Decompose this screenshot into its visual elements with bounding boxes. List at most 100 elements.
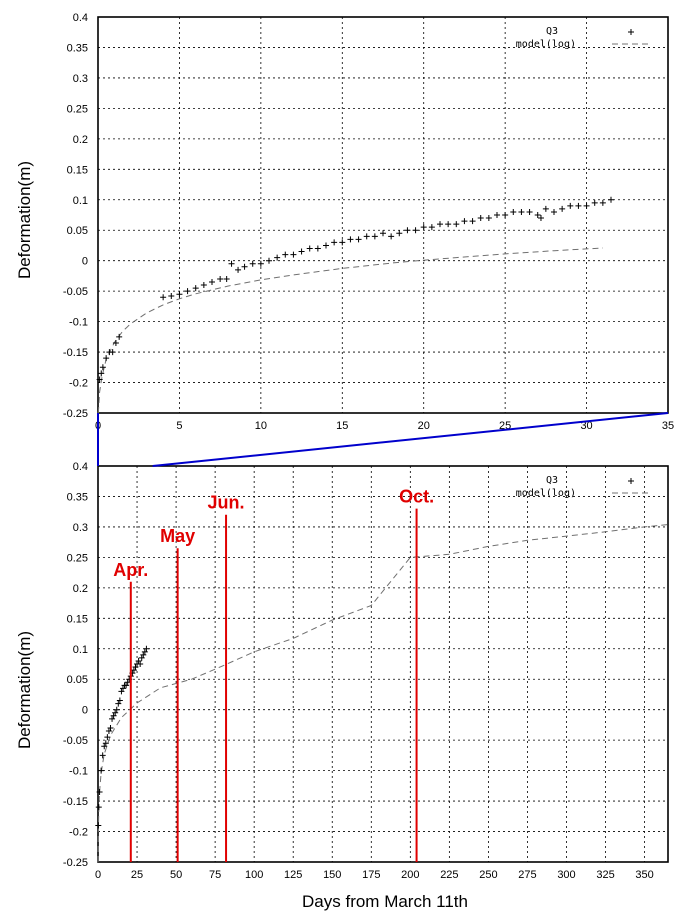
y-tick-label: 0.4 xyxy=(73,12,88,24)
x-tick-label: 250 xyxy=(479,869,497,881)
zoom-connector xyxy=(97,412,669,467)
data-point xyxy=(388,233,395,240)
data-point xyxy=(109,349,116,356)
data-point xyxy=(110,712,117,719)
data-point xyxy=(380,230,386,237)
data-point xyxy=(116,697,123,704)
data-point xyxy=(235,266,242,273)
data-point xyxy=(241,263,248,270)
y-tick-label: 0.35 xyxy=(67,491,88,503)
data-point xyxy=(257,260,264,267)
y-tick-label: -0.2 xyxy=(69,827,88,839)
data-point xyxy=(123,682,130,689)
x-tick-label: 0 xyxy=(95,869,101,881)
y-tick-label: 0.2 xyxy=(73,583,88,595)
data-point xyxy=(223,275,230,282)
plot-frame xyxy=(97,465,669,863)
data-point xyxy=(217,275,224,282)
data-point xyxy=(542,205,549,212)
data-point xyxy=(200,282,207,289)
data-point xyxy=(109,715,116,722)
x-tick-label: 225 xyxy=(440,869,458,881)
data-point xyxy=(113,706,120,713)
data-point xyxy=(209,279,215,286)
data-point xyxy=(469,218,476,225)
y-tick-label: -0.2 xyxy=(69,378,88,390)
y-tick-label: 0.3 xyxy=(73,522,88,534)
data-point xyxy=(140,651,147,658)
data-point xyxy=(228,260,235,267)
data-point xyxy=(298,248,305,255)
data-point xyxy=(363,233,370,240)
month-marker-label: May xyxy=(160,526,195,546)
data-point xyxy=(95,822,102,829)
y-tick-label: -0.25 xyxy=(63,857,88,869)
y-tick-label: 0.25 xyxy=(67,103,88,115)
data-point xyxy=(98,370,105,377)
x-tick-label: 150 xyxy=(323,869,341,881)
legend-marker-q3 xyxy=(628,29,634,35)
data-point xyxy=(591,199,598,206)
data-point xyxy=(95,804,102,811)
data-point xyxy=(428,224,435,231)
data-point xyxy=(608,196,614,203)
data-point xyxy=(135,657,142,664)
y-tick-label: 0.05 xyxy=(67,225,88,237)
data-point xyxy=(396,230,403,237)
data-point xyxy=(559,205,566,212)
x-tick-label: 15 xyxy=(336,420,348,432)
y-tick-label: 0.3 xyxy=(73,73,88,85)
data-point xyxy=(96,788,103,795)
data-point xyxy=(104,734,111,741)
data-point xyxy=(138,654,145,661)
x-tick-label: 50 xyxy=(170,869,182,881)
data-point xyxy=(141,648,148,655)
plot-frame xyxy=(97,16,669,414)
data-point xyxy=(101,743,108,750)
y-tick-label: -0.1 xyxy=(69,766,88,778)
x-tick-label: 100 xyxy=(245,869,263,881)
data-point xyxy=(112,339,119,346)
data-point xyxy=(274,254,281,261)
data-point xyxy=(567,202,574,209)
y-tick-label: 0.05 xyxy=(67,674,88,686)
data-point xyxy=(437,221,443,228)
data-point xyxy=(445,221,452,228)
data-point xyxy=(102,740,109,747)
legend-label-model: model(log) xyxy=(516,488,576,499)
data-point xyxy=(518,208,525,215)
x-tick-label: 75 xyxy=(209,869,221,881)
data-point xyxy=(112,709,119,716)
month-marker-label: Jun. xyxy=(208,493,245,513)
legend-label-q3: Q3 xyxy=(546,26,558,37)
legend-label-q3: Q3 xyxy=(546,475,558,486)
data-point xyxy=(412,227,419,234)
data-point xyxy=(599,199,606,206)
x-tick-label: 300 xyxy=(557,869,575,881)
y-tick-label: -0.05 xyxy=(63,735,88,747)
data-point xyxy=(537,215,544,222)
data-point xyxy=(510,208,517,215)
data-point xyxy=(502,212,509,218)
data-point xyxy=(176,291,183,298)
data-point xyxy=(526,208,533,215)
y-tick-label: 0 xyxy=(82,256,88,268)
x-tick-label: 35 xyxy=(662,420,674,432)
data-point xyxy=(143,645,150,652)
data-point xyxy=(420,224,427,231)
data-point xyxy=(184,288,191,295)
data-point xyxy=(461,218,468,225)
legend-marker-q3 xyxy=(628,478,634,484)
x-tick-label: 125 xyxy=(284,869,302,881)
data-point xyxy=(323,242,329,249)
data-point xyxy=(266,257,272,264)
data-point xyxy=(282,251,289,258)
y-tick-label: 0.15 xyxy=(67,613,88,625)
data-point xyxy=(404,227,411,234)
x-tick-label: 350 xyxy=(635,869,653,881)
data-point xyxy=(98,767,105,774)
data-point xyxy=(290,251,297,258)
data-point xyxy=(192,285,199,292)
model-log-line xyxy=(97,247,603,414)
